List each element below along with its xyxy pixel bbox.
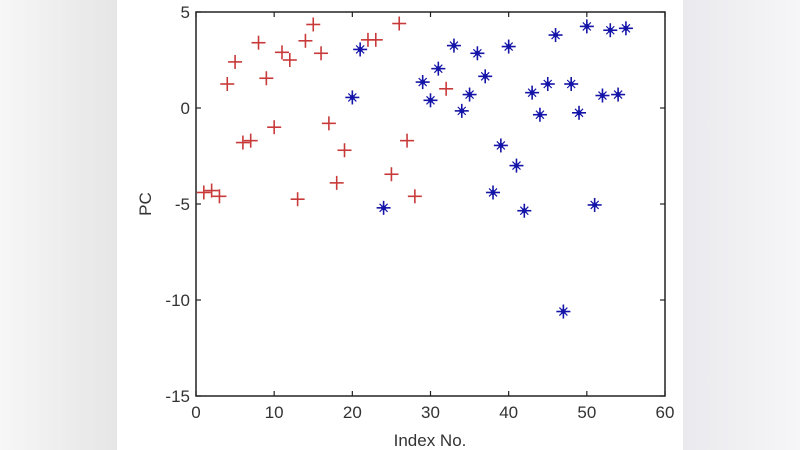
y-tick-label: -5 [175,195,190,214]
star-marker [493,138,508,153]
x-tick-label: 60 [656,403,675,422]
plus-marker [400,133,415,148]
x-axis-label: Index No. [394,431,467,450]
plus-marker [282,53,297,67]
plus-marker [259,71,274,86]
star-marker [540,77,555,91]
background-left [0,0,117,450]
x-tick-label: 20 [343,403,362,422]
x-tick-label: 10 [265,403,284,422]
background-right [683,0,800,450]
plus-marker [212,189,227,204]
star-marker [454,103,469,118]
y-tick-label: -15 [165,387,190,406]
x-tick-label: 50 [577,403,596,422]
y-axis-label: PC [136,192,155,216]
plus-marker [321,116,336,131]
plus-marker [274,45,289,60]
star-marker [548,28,563,43]
star-marker [446,38,461,53]
star-marker [501,39,516,54]
star-marker [618,21,633,36]
x-tick-label: 40 [499,403,518,422]
star-marker [572,105,587,120]
plus-marker [384,167,399,182]
star-marker [509,158,524,173]
star-marker [611,87,626,102]
plus-marker [392,16,407,31]
star-marker [556,304,571,319]
plus-marker [228,54,243,69]
star-marker [595,88,610,103]
star-marker [517,203,532,218]
plus-marker [368,32,383,47]
plus-marker [439,81,454,96]
star-marker [532,107,547,122]
star-marker [431,61,446,76]
star-marker [587,197,602,212]
plus-marker [290,192,305,207]
y-tick-label: 5 [181,3,190,22]
plus-marker [220,77,235,91]
plus-marker [251,35,266,50]
star-marker [603,23,618,38]
y-tick-label: 0 [181,99,190,118]
star-marker [415,75,430,90]
plus-marker [337,143,352,158]
plus-marker [196,185,211,200]
plus-marker [298,33,313,48]
x-tick-label: 30 [421,403,440,422]
star-marker [345,90,360,105]
star-marker [353,42,368,57]
star-marker [478,69,493,84]
star-marker [579,19,594,34]
plus-marker [407,189,422,204]
star-marker [470,46,485,61]
y-tick-label: -10 [165,291,190,310]
x-tick-label: 0 [191,403,200,422]
plus-marker [306,17,321,32]
plus-marker [243,133,258,148]
star-marker [525,85,540,100]
star-marker [376,200,391,215]
data-points [196,16,633,319]
plus-marker [314,46,329,61]
plus-marker [204,183,219,198]
plus-marker [267,120,282,135]
star-marker [423,93,438,108]
plus-marker [329,175,344,190]
plus-marker [235,135,250,150]
star-marker [486,185,501,200]
star-marker [564,77,579,91]
star-marker [462,87,477,102]
